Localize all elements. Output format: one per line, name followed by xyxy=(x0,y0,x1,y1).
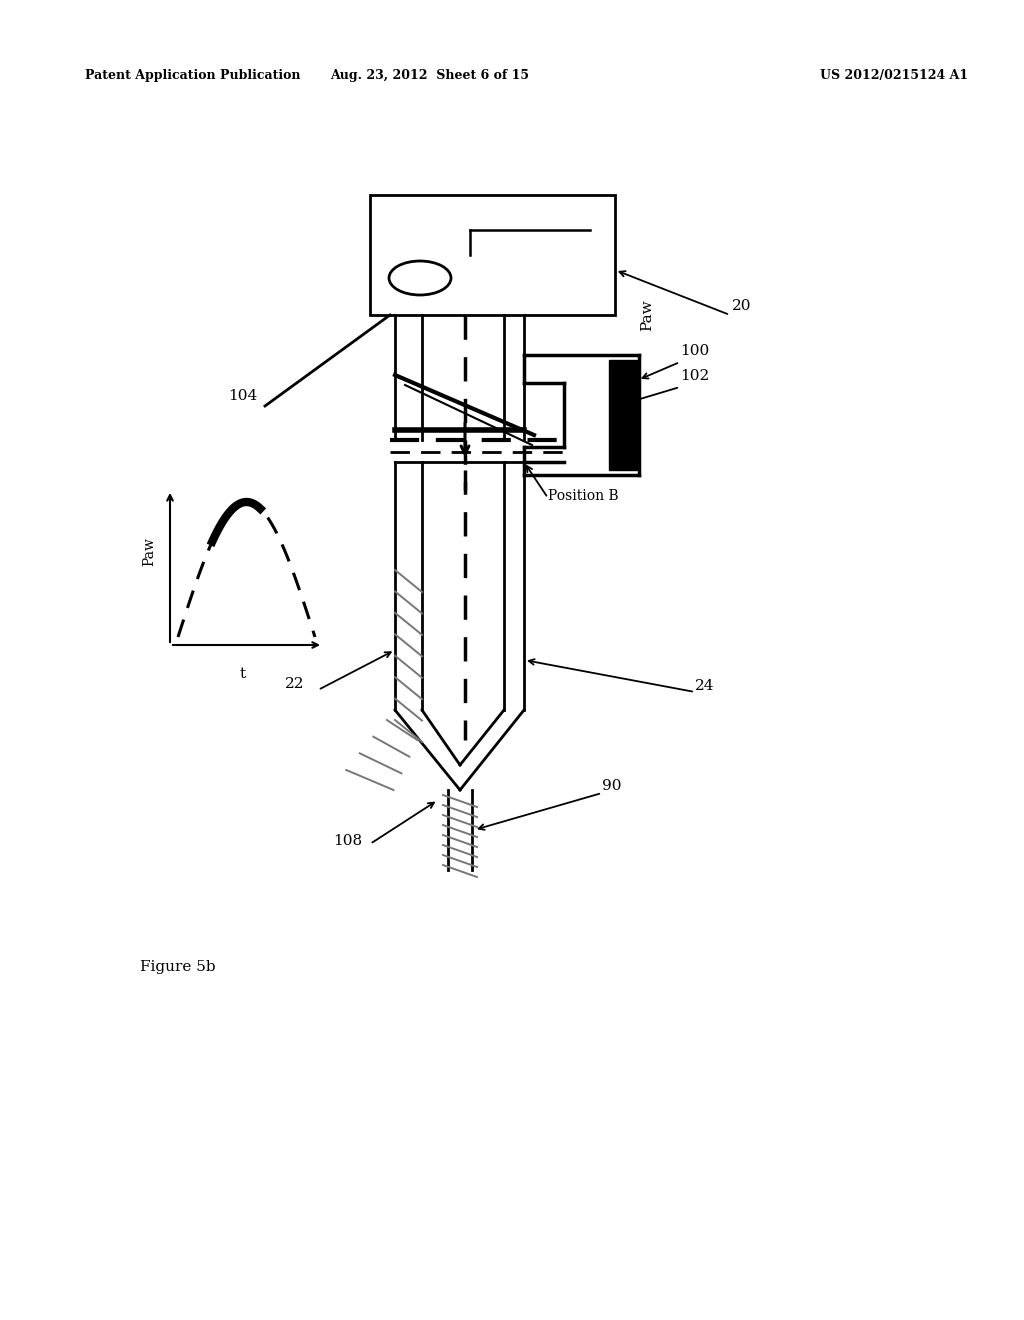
Bar xyxy=(609,360,637,470)
Text: 90: 90 xyxy=(602,779,622,793)
Ellipse shape xyxy=(389,261,451,294)
Text: 102: 102 xyxy=(680,370,710,383)
Text: Paw: Paw xyxy=(142,537,156,566)
Text: Patent Application Publication: Patent Application Publication xyxy=(85,69,300,82)
Text: Aug. 23, 2012  Sheet 6 of 15: Aug. 23, 2012 Sheet 6 of 15 xyxy=(331,69,529,82)
Text: Position B: Position B xyxy=(548,488,618,503)
Text: t: t xyxy=(240,667,246,681)
Text: 108: 108 xyxy=(333,834,362,847)
Text: 100: 100 xyxy=(680,345,710,358)
Text: 24: 24 xyxy=(695,678,715,693)
Text: Paw: Paw xyxy=(640,300,654,331)
Bar xyxy=(370,195,615,315)
Text: US 2012/0215124 A1: US 2012/0215124 A1 xyxy=(820,69,968,82)
Text: 22: 22 xyxy=(285,677,304,690)
Text: 104: 104 xyxy=(228,389,257,403)
Text: Figure 5b: Figure 5b xyxy=(140,960,216,974)
Text: 20: 20 xyxy=(732,300,752,313)
